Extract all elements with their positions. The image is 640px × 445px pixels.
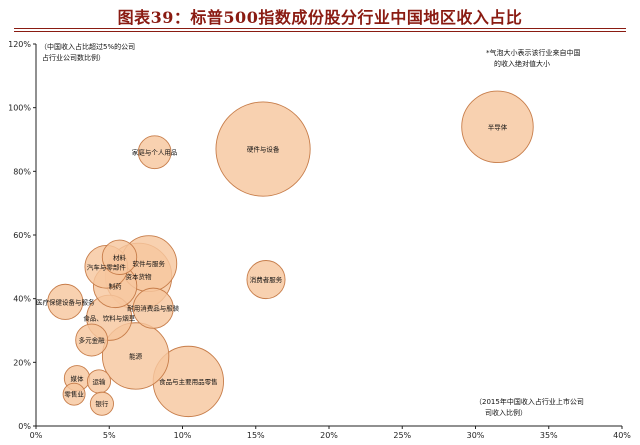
ylabel-line-2: 占行业公司数比例）	[42, 53, 105, 62]
y-tick-label: 80%	[13, 167, 31, 176]
y-tick-label: 120%	[8, 40, 31, 49]
bubble-label: 耐用消费品与服装	[127, 304, 180, 313]
bubble-label: 家庭与个人用品	[132, 148, 178, 157]
bubble	[461, 90, 534, 163]
x-tick-label: 25%	[393, 431, 411, 440]
bubble-label: 汽车与零部件	[87, 262, 127, 271]
bubble	[132, 287, 174, 329]
bubbles	[47, 90, 534, 418]
y-tick-label: 100%	[8, 104, 31, 113]
bubble-note-line-2: 的收入绝对值大小	[494, 59, 550, 68]
bubble	[62, 382, 86, 406]
bubble	[89, 391, 114, 416]
bubble	[75, 323, 109, 357]
bubble-label: 多元金融	[79, 336, 106, 345]
bubble-label: 食品与主要用品零售	[159, 377, 218, 386]
bubble-label: 医疗保健设备与服务	[36, 297, 95, 306]
x-tick-label: 10%	[174, 431, 192, 440]
x-tick-label: 30%	[467, 431, 485, 440]
x-tick-label: 15%	[247, 431, 265, 440]
bubble-label: 材料	[113, 253, 127, 262]
bubble-label: 能源	[129, 351, 143, 360]
bubble-label: 软件与服务	[133, 259, 166, 268]
y-tick-labels: 0% 20% 40% 60% 80% 100% 120%	[8, 40, 36, 431]
x-tick-label: 20%	[320, 431, 338, 440]
bubble-label: 银行	[95, 399, 109, 408]
y-tick-label: 60%	[13, 231, 31, 240]
bubble-label: 媒体	[71, 374, 85, 383]
bubble-label: 制药	[109, 281, 123, 290]
xlabel-line-1: （2015年中国收入占行业上市公司	[475, 397, 584, 406]
y-tick-label: 20%	[13, 358, 31, 367]
x-tick-label: 0%	[30, 431, 43, 440]
title-rule-bottom	[14, 31, 626, 32]
bubble	[101, 322, 170, 390]
bubble	[215, 101, 311, 197]
title-rule-top	[14, 28, 626, 29]
bubble	[101, 239, 138, 275]
ylabel-line-1: （中国收入占比超过5%的公司	[40, 42, 135, 51]
bubble	[47, 283, 84, 320]
x-tick-label: 35%	[540, 431, 558, 440]
bubble	[246, 260, 286, 300]
bubble	[137, 135, 172, 170]
bubble-label: 消费者服务	[250, 275, 283, 284]
y-tick-label: 0%	[18, 422, 31, 431]
y-tick-label: 40%	[13, 295, 31, 304]
bubble-note-line-1: *气泡大小表示该行业来自中国	[486, 48, 581, 57]
bubble-label: 半导体	[488, 122, 508, 131]
xlabel-line-2: 司收入比例）	[485, 408, 527, 417]
x-tick-label: 5%	[103, 431, 116, 440]
bubble-label: 资本货物	[126, 272, 153, 281]
bubble-label: 硬件与设备	[247, 145, 280, 154]
bubble-label: 运输	[92, 377, 106, 386]
x-tick-labels: 0% 5% 10% 15% 20% 25% 30% 35% 40%	[30, 426, 631, 440]
bubble-label: 食品、饮料与烟草	[83, 313, 136, 322]
x-tick-label: 40%	[613, 431, 631, 440]
chart-title: 图表39：标普500指数成份股分行业中国地区收入占比	[117, 8, 523, 27]
bubble-label: 零售业	[64, 390, 84, 399]
